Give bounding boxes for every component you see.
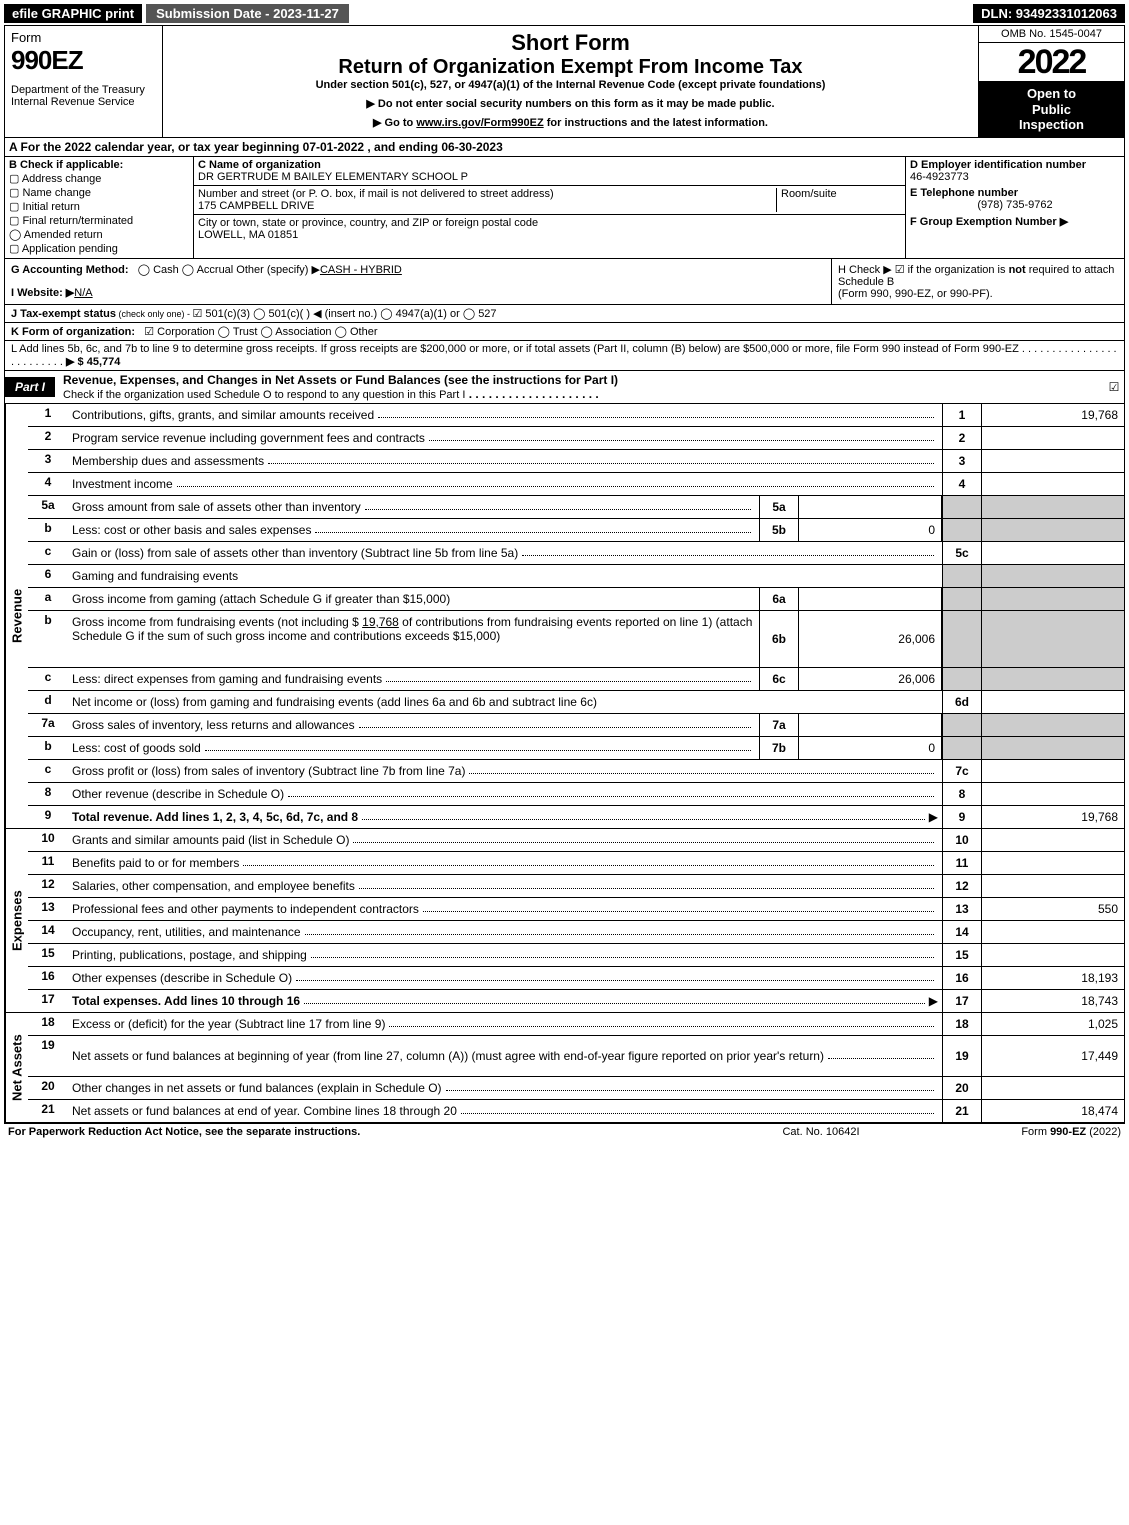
chk-final-return[interactable]: ▢ Final return/terminated bbox=[9, 214, 189, 227]
line8-value bbox=[981, 783, 1124, 805]
line6d-value bbox=[981, 691, 1124, 713]
section-j: J Tax-exempt status (check only one) - ☑… bbox=[4, 305, 1125, 323]
omb-number: OMB No. 1545-0047 bbox=[979, 26, 1124, 43]
line1-value: 19,768 bbox=[981, 404, 1124, 426]
top-bar: efile GRAPHIC print Submission Date - 20… bbox=[4, 4, 1125, 23]
line12-value bbox=[981, 875, 1124, 897]
short-form-title: Short Form bbox=[167, 30, 974, 56]
bullet-link: ▶ Go to www.irs.gov/Form990EZ for instru… bbox=[167, 116, 974, 129]
footer: For Paperwork Reduction Act Notice, see … bbox=[4, 1123, 1125, 1140]
form-number: 990EZ bbox=[11, 45, 156, 76]
bullet-link-pre: ▶ Go to bbox=[373, 117, 416, 129]
part1-label: Part I bbox=[5, 377, 55, 397]
tel-label: E Telephone number bbox=[910, 187, 1018, 199]
right-column: OMB No. 1545-0047 2022 Open to Public In… bbox=[978, 26, 1124, 137]
chk-initial-return[interactable]: ▢ Initial return bbox=[9, 200, 189, 213]
section-def: D Employer identification number 46-4923… bbox=[905, 157, 1124, 258]
city-label: City or town, state or province, country… bbox=[198, 217, 538, 229]
footer-cat: Cat. No. 10642I bbox=[721, 1126, 921, 1138]
dept-treasury: Department of the Treasury bbox=[11, 84, 156, 96]
part1-header: Part I Revenue, Expenses, and Changes in… bbox=[4, 371, 1125, 404]
line10-value bbox=[981, 829, 1124, 851]
section-b: B Check if applicable: ▢ Address change … bbox=[5, 157, 194, 258]
gh-row: G Accounting Method: ◯ Cash ◯ Accrual Ot… bbox=[4, 259, 1125, 305]
expenses-vertical-label: Expenses bbox=[5, 829, 28, 1012]
section-l: L Add lines 5b, 6c, and 7b to line 9 to … bbox=[4, 341, 1125, 371]
form-header: Form 990EZ Department of the Treasury In… bbox=[4, 25, 1125, 138]
irs-link[interactable]: www.irs.gov/Form990EZ bbox=[416, 117, 543, 129]
section-h: H Check ▶ ☑ if the organization is not r… bbox=[831, 259, 1124, 304]
accounting-method: CASH - HYBRID bbox=[320, 264, 402, 276]
line13-value: 550 bbox=[981, 898, 1124, 920]
main-title: Return of Organization Exempt From Incom… bbox=[167, 56, 974, 79]
tax-year: 2022 bbox=[979, 43, 1124, 82]
left-column: Form 990EZ Department of the Treasury In… bbox=[5, 26, 163, 137]
center-column: Short Form Return of Organization Exempt… bbox=[163, 26, 978, 137]
line5c-value bbox=[981, 542, 1124, 564]
part1-title: Revenue, Expenses, and Changes in Net As… bbox=[63, 371, 1104, 403]
bullet-link-post: for instructions and the latest informat… bbox=[544, 117, 768, 129]
bullet-ssn: ▶ Do not enter social security numbers o… bbox=[167, 97, 974, 110]
line7c-value bbox=[981, 760, 1124, 782]
part1-check[interactable]: ☑ bbox=[1104, 380, 1124, 394]
netassets-vertical-label: Net Assets bbox=[5, 1013, 28, 1122]
line20-value bbox=[981, 1077, 1124, 1099]
irs-label: Internal Revenue Service bbox=[11, 96, 156, 108]
chk-application-pending[interactable]: ▢ Application pending bbox=[9, 242, 189, 255]
bcdef-row: B Check if applicable: ▢ Address change … bbox=[4, 157, 1125, 259]
dln-label: DLN: 93492331012063 bbox=[973, 4, 1125, 23]
line14-value bbox=[981, 921, 1124, 943]
addr: 175 CAMPBELL DRIVE bbox=[198, 200, 776, 212]
line4-value bbox=[981, 473, 1124, 495]
efile-print-button[interactable]: efile GRAPHIC print bbox=[4, 4, 142, 23]
section-a: A For the 2022 calendar year, or tax yea… bbox=[4, 138, 1125, 157]
line11-value bbox=[981, 852, 1124, 874]
group-exemption-label: F Group Exemption Number ▶ bbox=[910, 216, 1068, 228]
line2-value bbox=[981, 427, 1124, 449]
revenue-table: Revenue 1Contributions, gifts, grants, a… bbox=[4, 404, 1125, 829]
website: N/A bbox=[74, 287, 92, 299]
subtitle: Under section 501(c), 527, or 4947(a)(1)… bbox=[167, 79, 974, 91]
line19-value: 17,449 bbox=[981, 1036, 1124, 1076]
chk-address-change[interactable]: ▢ Address change bbox=[9, 172, 189, 185]
telephone: (978) 735-9762 bbox=[910, 199, 1120, 211]
city: LOWELL, MA 01851 bbox=[198, 229, 538, 241]
section-c: C Name of organization DR GERTRUDE M BAI… bbox=[194, 157, 905, 258]
line21-value: 18,474 bbox=[981, 1100, 1124, 1122]
section-k: K Form of organization: ☑ Corporation ◯ … bbox=[4, 323, 1125, 341]
chk-name-change[interactable]: ▢ Name change bbox=[9, 186, 189, 199]
addr-label: Number and street (or P. O. box, if mail… bbox=[198, 188, 776, 200]
section-g: G Accounting Method: ◯ Cash ◯ Accrual Ot… bbox=[5, 259, 831, 304]
submission-date-button[interactable]: Submission Date - 2023-11-27 bbox=[146, 4, 349, 23]
footer-right: Form 990-EZ (2022) bbox=[921, 1126, 1121, 1138]
line15-value bbox=[981, 944, 1124, 966]
line9-value: 19,768 bbox=[981, 806, 1124, 828]
org-name: DR GERTRUDE M BAILEY ELEMENTARY SCHOOL P bbox=[198, 171, 901, 183]
line17-value: 18,743 bbox=[981, 990, 1124, 1012]
ein: 46-4923773 bbox=[910, 171, 969, 183]
room-suite-label: Room/suite bbox=[776, 188, 901, 212]
chk-amended[interactable]: ◯ Amended return bbox=[9, 228, 189, 241]
org-name-label: C Name of organization bbox=[198, 159, 901, 171]
expenses-table: Expenses 10Grants and similar amounts pa… bbox=[4, 829, 1125, 1013]
section-i-label: I Website: ▶ bbox=[11, 287, 74, 299]
revenue-vertical-label: Revenue bbox=[5, 404, 28, 828]
form-word: Form bbox=[11, 30, 156, 45]
ein-label: D Employer identification number bbox=[910, 159, 1086, 171]
netassets-table: Net Assets 18Excess or (deficit) for the… bbox=[4, 1013, 1125, 1123]
line16-value: 18,193 bbox=[981, 967, 1124, 989]
footer-left: For Paperwork Reduction Act Notice, see … bbox=[8, 1126, 721, 1138]
public-inspection-badge: Open to Public Inspection bbox=[979, 82, 1124, 137]
line3-value bbox=[981, 450, 1124, 472]
line18-value: 1,025 bbox=[981, 1013, 1124, 1035]
